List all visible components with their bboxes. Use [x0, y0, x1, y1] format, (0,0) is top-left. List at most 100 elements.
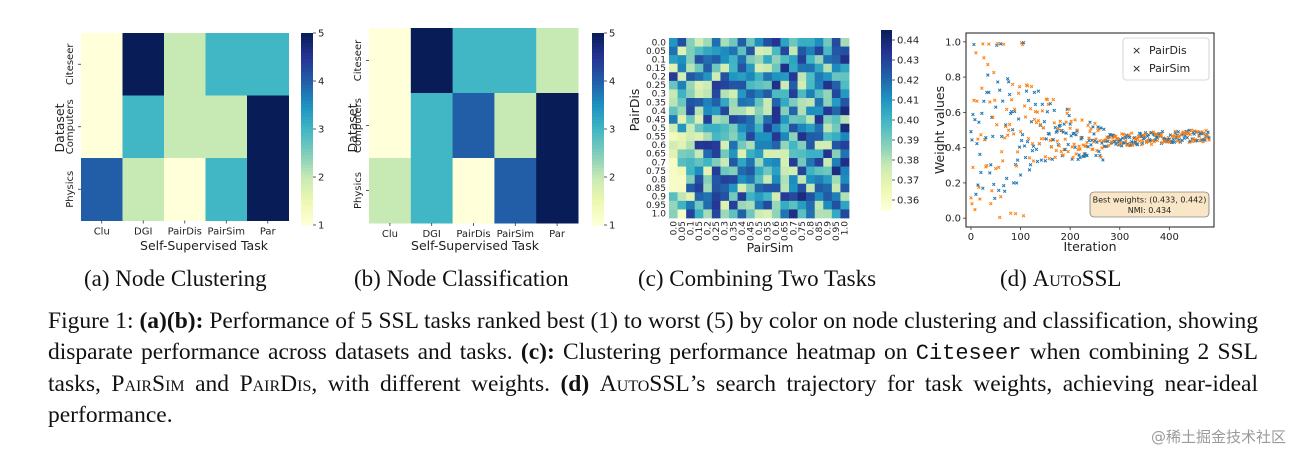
colorbar-c-gradient-step: [881, 141, 892, 145]
heatmap-cell: [686, 200, 696, 210]
y-tick-label: 0.75: [646, 167, 666, 177]
caption-pairsim: PairSim: [111, 371, 185, 397]
heatmap-cell: [814, 123, 824, 133]
heatmap-cell: [831, 175, 841, 185]
xlabel-b: Self-Supervised Task: [411, 238, 540, 253]
heatmap-cell: [789, 98, 798, 107]
y-tick-label: 0.0: [652, 38, 667, 48]
colorbar-b-gradient-step: [592, 132, 604, 136]
heatmap-cell: [789, 200, 798, 210]
caption-fig: Figure 1:: [48, 308, 140, 334]
heatmap-cell: [831, 209, 841, 219]
heatmap-cell: [831, 115, 841, 125]
caption-text-5: [589, 371, 600, 397]
heatmap-cell: [823, 166, 833, 176]
point-pairsim: [1137, 139, 1142, 143]
heatmap-cell: [823, 55, 833, 65]
heatmap-cell: [746, 158, 756, 167]
colorbar-a-gradient-step: [301, 180, 313, 184]
point-pairsim: [1066, 149, 1070, 154]
heatmap-cell: [729, 55, 738, 65]
heatmap-cell: [754, 80, 764, 90]
heatmap-cell: [763, 38, 773, 47]
heatmap-cell: [677, 158, 687, 167]
heatmap-cell: [763, 158, 773, 167]
heatmap-cell: [737, 149, 747, 159]
colorbar-b-gradient-step: [592, 189, 604, 194]
heatmap-cell: [797, 89, 807, 99]
point-pairdis: [984, 135, 988, 140]
heatmap-cell: [771, 192, 781, 202]
heatmap-cell: [814, 175, 824, 185]
heatmap-cell: [797, 175, 807, 185]
point-pairdis: [969, 129, 973, 134]
point-pairsim: [1097, 127, 1101, 131]
colorbar-a-gradient-step: [301, 177, 313, 181]
colorbar-c-gradient-step: [881, 90, 892, 94]
colorbar-c-gradient-step: [881, 123, 892, 127]
heatmap-cell: [669, 98, 678, 107]
heatmap-cell: [694, 63, 704, 73]
point-pairsim: [1077, 144, 1081, 148]
point-pairsim: [1026, 136, 1031, 141]
heatmap-cell: [754, 89, 764, 99]
colorbar-c-gradient-step: [881, 135, 892, 139]
colorbar-b-gradient-step: [592, 93, 604, 98]
colorbar-b-gradient-step: [592, 212, 604, 216]
colorbar-c-gradient-step: [881, 111, 892, 115]
heatmap-cell: [729, 115, 738, 125]
heatmap-cell: [806, 89, 816, 99]
heatmap-cell: [823, 200, 833, 210]
x-tick-label: 0.5: [755, 221, 765, 235]
heatmap-cell: [703, 200, 713, 210]
heatmap-cell: [703, 89, 713, 99]
legend-marker-pairsim: ×: [1132, 62, 1141, 75]
caption-and: and: [184, 371, 240, 397]
point-pairdis: [1206, 130, 1210, 134]
heatmap-cell: [797, 63, 807, 73]
point-pairdis: [976, 183, 980, 187]
y-tick-label: 0.0: [945, 214, 961, 225]
colorbar-c-gradient-step: [881, 204, 892, 208]
heatmap-cell: [763, 192, 773, 202]
colorbar-a-tick-label: 4: [318, 77, 324, 88]
point-pairdis: [1064, 131, 1068, 135]
point-pairdis: [1172, 140, 1177, 145]
colorbar-a-gradient-step: [301, 202, 313, 207]
heatmap-cell: [789, 192, 798, 202]
heatmap-cell: [840, 158, 850, 167]
heatmap-cell: [677, 183, 687, 193]
heatmap-cell: [789, 89, 798, 99]
point-pairsim: [1009, 97, 1014, 102]
colorbar-c-gradient-step: [881, 195, 892, 199]
heatmap-cell: [720, 115, 730, 125]
x-tick-label: 0.8: [806, 221, 816, 236]
point-pairsim: [1064, 120, 1068, 124]
heatmap-cell: [720, 63, 730, 73]
point-pairsim: [1068, 126, 1072, 130]
subcaption-d-name: AutoSSL: [1032, 266, 1122, 291]
heatmap-cell: [686, 183, 696, 193]
heatmap-cell: [369, 28, 412, 94]
heatmap-cell: [729, 106, 738, 116]
heatmap-cell: [789, 158, 798, 167]
point-pairsim: [1007, 122, 1012, 127]
point-pairsim: [982, 55, 986, 60]
point-pairdis: [979, 170, 983, 175]
colorbar-b-gradient-step: [592, 177, 604, 181]
colorbar-a-gradient-step: [301, 189, 313, 194]
heatmap-cell: [754, 158, 764, 167]
x-tick-label: 0.1: [686, 221, 696, 235]
y-tick-label: 0.7: [652, 158, 666, 168]
point-pairdis: [1075, 129, 1079, 133]
heatmap-cell: [410, 93, 454, 159]
y-tick-label: 1.0: [945, 37, 961, 48]
point-pairsim: [993, 98, 997, 102]
heatmap-cell: [737, 140, 747, 150]
heatmap-cell: [763, 63, 773, 73]
y-tick-label: 0.2: [652, 73, 666, 83]
heatmap-cell: [789, 63, 798, 73]
point-pairdis: [1091, 125, 1095, 129]
colorbar-b-gradient-step: [592, 55, 604, 60]
colorbar-a-gradient-step: [301, 39, 313, 44]
